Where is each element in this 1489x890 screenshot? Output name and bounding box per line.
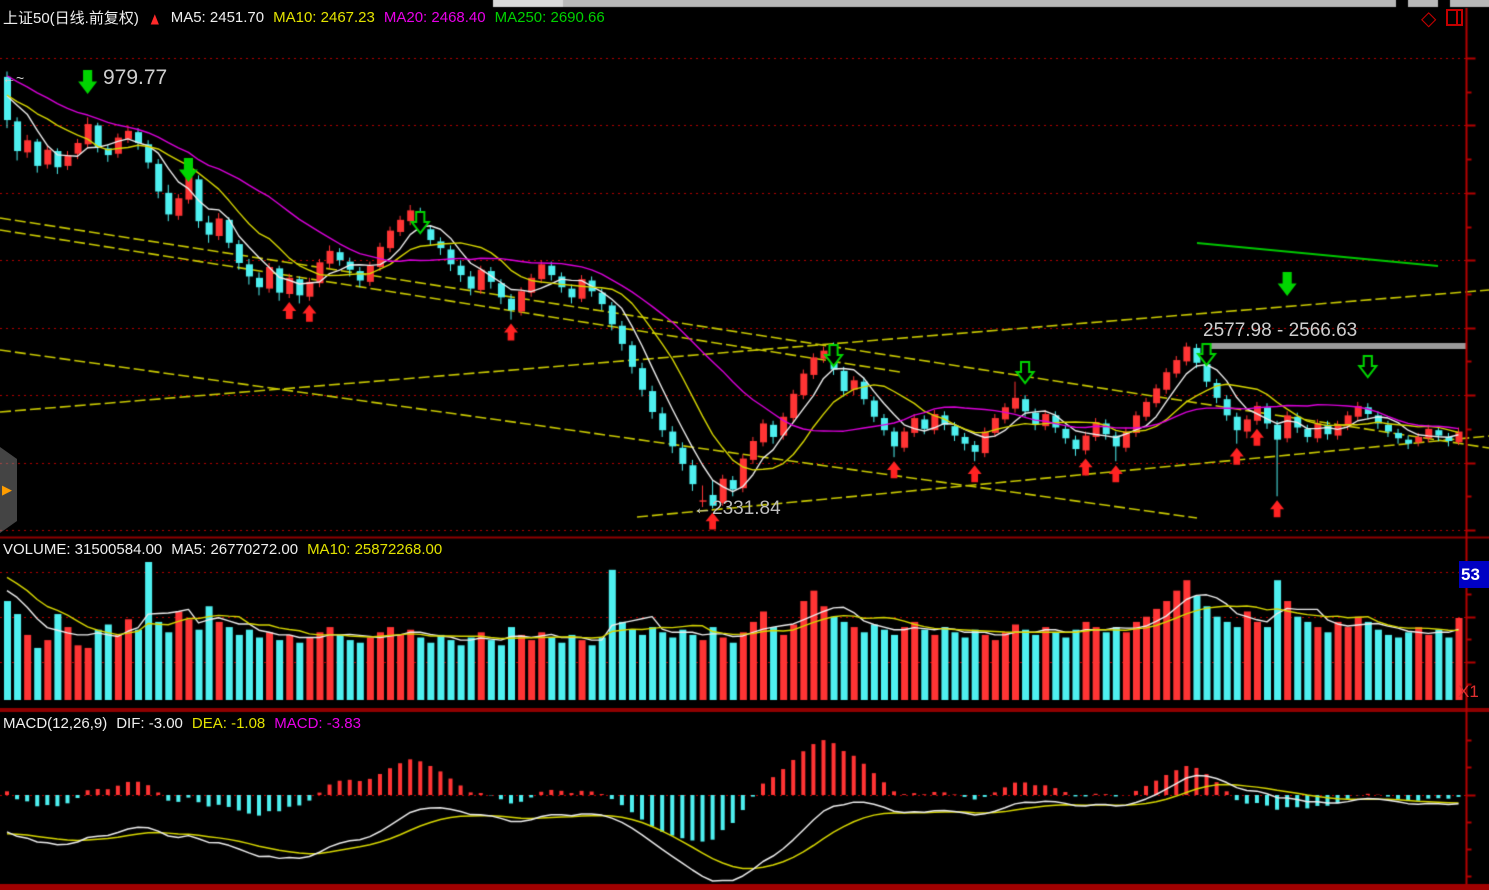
high-annotation-arrow: ←~ [2, 70, 25, 86]
ma10-value: MA10: 2467.23 [273, 9, 375, 26]
high-annotation-label: 979.77 [103, 66, 168, 89]
volume-ma5-value: MA5: 26770272.00 [171, 541, 299, 558]
sidebar-expander-handle[interactable]: ▶ [0, 447, 17, 533]
macd-value: MACD: -3.83 [274, 715, 361, 732]
low-annotation-label: ←2331.84 [693, 498, 781, 519]
price-panel-header: 上证50(日线.前复权) ▲ MA5: 2451.70 MA10: 2467.2… [3, 7, 605, 28]
dif-value: DIF: -3.00 [116, 715, 183, 732]
volume-axis-multiplier: X1 [1458, 682, 1479, 701]
dea-value: DEA: -1.08 [191, 715, 266, 732]
diamond-icon[interactable]: ◇ [1421, 8, 1437, 30]
volume-axis-max-badge: 53 [1459, 561, 1489, 588]
expander-triangle-icon: ▶ [2, 482, 12, 497]
macd-panel-header: MACD(12,26,9) DIF: -3.00 DEA: -1.08 MACD… [3, 715, 361, 732]
ma250-value: MA250: 2690.66 [494, 9, 605, 26]
up-arrow-icon: ▲ [147, 7, 162, 28]
volume-panel-header: VOLUME: 31500584.00 MA5: 26770272.00 MA1… [3, 541, 442, 558]
symbol-title: 上证50(日线.前复权) [3, 10, 139, 27]
ma20-value: MA20: 2468.40 [383, 9, 486, 26]
gap-range-label: 2577.98 - 2566.63 [1203, 320, 1358, 341]
macd-formula: MACD(12,26,9) [3, 715, 108, 732]
split-window-icon-divider [1456, 11, 1458, 24]
volume-value: VOLUME: 31500584.00 [3, 541, 163, 558]
ma5-value: MA5: 2451.70 [170, 9, 265, 26]
split-window-icon[interactable] [1446, 9, 1463, 26]
volume-ma10-value: MA10: 25872268.00 [307, 541, 443, 558]
